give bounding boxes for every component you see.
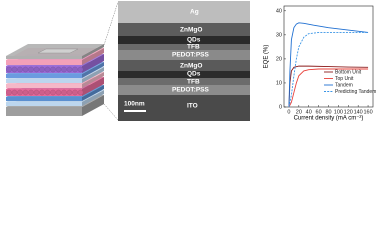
x-tick-label: 80 [325,109,331,115]
quantum-dot [33,66,40,73]
x-tick-label: 100 [334,109,343,115]
quantum-dot [61,89,67,96]
electrode [37,48,79,54]
quantum-dot [28,66,34,73]
connector [103,103,119,121]
tem-layer-label: ZnMgO [180,27,202,34]
layer-front [6,107,82,116]
quantum-dot [11,66,18,73]
quantum-dot [39,66,45,73]
tem-image: 100nm [118,1,250,121]
quantum-dot [77,89,84,96]
tem-layer [118,71,250,78]
quantum-dot [6,89,12,96]
layer-side [82,67,104,83]
layer-front [6,79,82,83]
quantum-dot [55,66,62,73]
series-line [288,65,369,108]
layer-side [82,77,104,96]
quantum-dot [50,66,56,73]
page: {"tem": {"labels": ["Ag", "ZnMgO", "QDs"… [6,1,377,122]
tem-layer-label: PEDOT:PSS [172,52,210,59]
quantum-dot [22,66,29,73]
layer-front [6,56,82,59]
layer-front [6,84,82,88]
y-tick-label: 20 [276,56,282,62]
x-tick-label: 60 [316,109,322,115]
tem-layer [118,36,250,44]
quantum-dot [72,66,78,73]
x-tick-label: 140 [354,109,363,115]
y-tick-label: 40 [276,8,282,14]
layer-side [82,62,104,78]
quantum-dot [33,89,40,96]
quantum-dot [22,89,29,96]
layer-side [82,48,104,65]
legend-label: Top Unit [335,76,354,82]
x-tick-label: 0 [287,109,290,115]
tem-layer [118,44,250,50]
tem-layer-label: TFB [187,44,200,51]
tem-layer-label: TFB [187,79,200,86]
connector [103,1,119,46]
layer-side [82,95,104,116]
layer-side [82,90,104,106]
quantum-dot [44,66,51,73]
tem-layer [118,60,250,71]
quantum-dot [44,89,51,96]
y-tick-label: 30 [276,32,282,38]
tem-layer [118,85,250,95]
tem-layer-label: ZnMgO [180,63,202,70]
tem-layer [118,95,250,121]
quantum-dot [11,89,18,96]
layer-side [82,72,104,88]
legend-label: Tandem [335,82,353,88]
series-line [288,68,369,108]
tem-layer [118,23,250,36]
legend-label: Predicting Tandem [335,89,376,95]
layer-front [6,74,82,78]
tem-layer-label: Ag [190,9,199,16]
layer-side [82,54,104,73]
quantum-dot [72,89,78,96]
x-tick-label: 20 [296,109,302,115]
layer-side [82,85,104,101]
figure: 100nm 0 10 20 30 40 0 20 40 60 80 100 120 140 160Curr… [6,1,376,122]
layer-side [82,44,104,59]
quantum-dot [66,66,73,73]
legend-label: Bottom Unit [335,69,362,75]
y-tick-label: 10 [276,80,282,86]
quantum-dot [17,89,23,96]
tem-layer [118,78,250,85]
x-tick-label: 160 [363,109,372,115]
tem-layer [118,50,250,60]
quantum-dot [28,89,34,96]
quantum-dot [17,66,23,73]
layer-front [6,102,82,106]
quantum-dot [61,66,67,73]
series-line [288,22,369,108]
tem-layer [118,1,250,23]
quantum-dot [39,89,45,96]
layer-front [6,60,82,65]
quantum-dot [66,89,73,96]
x-tick-label: 120 [344,109,353,115]
tem-layer-label: PEDOT:PSS [172,87,210,94]
y-axis-label: EQE (%) [264,45,270,69]
series-line [288,32,369,108]
quantum-dot [55,89,62,96]
x-axis-label: Current density (mA cm⁻²) [294,116,364,122]
layer-front [6,97,82,101]
quantum-dot [6,66,12,73]
y-tick-label: 0 [279,104,282,110]
device-illustration [6,1,119,121]
tem-layer-label: ITO [187,103,198,110]
quantum-dot [77,66,84,73]
quantum-dot [50,89,56,96]
tem-layer-label: QDs [187,37,201,44]
tem-layer-label: QDs [187,71,201,78]
scale-bar-label: 100nm [124,101,145,108]
x-tick-label: 40 [306,109,312,115]
